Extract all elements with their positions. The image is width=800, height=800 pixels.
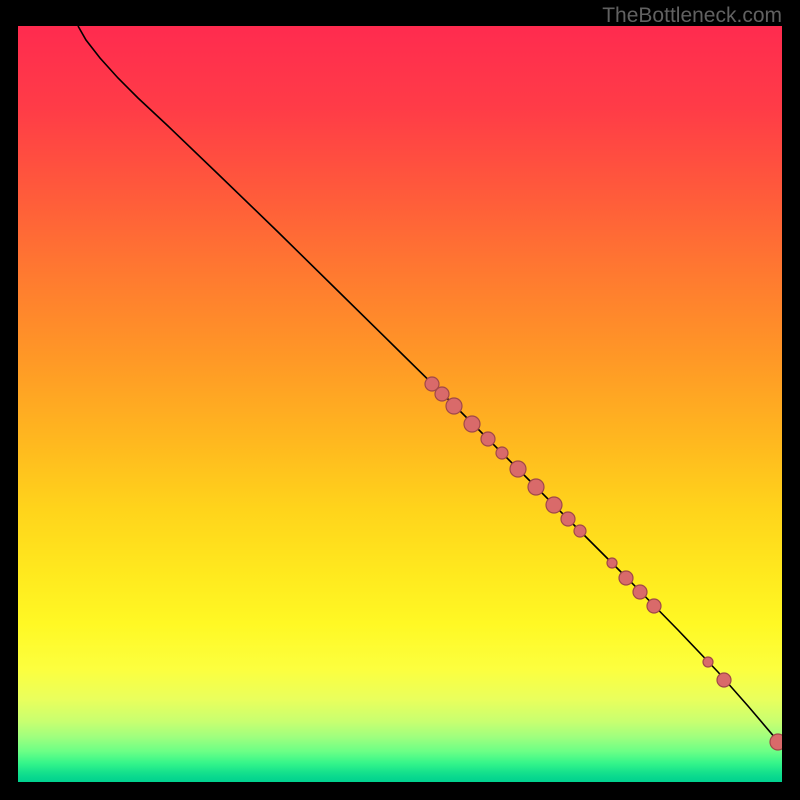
data-point — [717, 673, 731, 687]
data-point — [481, 432, 495, 446]
data-point — [496, 447, 508, 459]
data-point — [464, 416, 480, 432]
data-point — [546, 497, 562, 513]
data-point — [619, 571, 633, 585]
data-point — [574, 525, 586, 537]
plot-area — [18, 26, 782, 782]
data-point — [607, 558, 617, 568]
data-point — [510, 461, 526, 477]
data-point — [435, 387, 449, 401]
markers-group — [425, 377, 782, 750]
data-point — [770, 734, 782, 750]
data-point — [561, 512, 575, 526]
watermark-text: TheBottleneck.com — [602, 4, 782, 28]
data-point — [446, 398, 462, 414]
data-point — [528, 479, 544, 495]
chart-svg — [18, 26, 782, 782]
data-point — [633, 585, 647, 599]
data-point — [647, 599, 661, 613]
data-point — [703, 657, 713, 667]
